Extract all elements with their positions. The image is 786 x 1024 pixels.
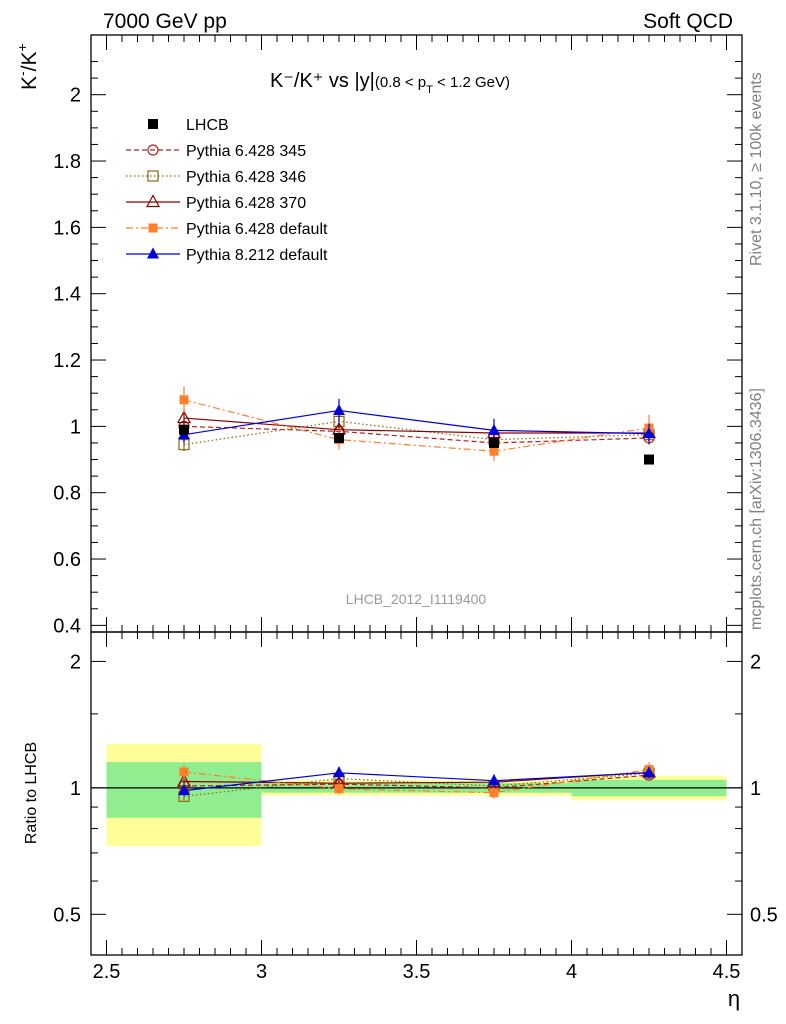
x-tick-label: 4.5 (713, 961, 741, 983)
ratio-point (643, 766, 655, 778)
y-tick-label: 1 (70, 416, 81, 438)
ratio-point (178, 784, 190, 796)
reference-point (179, 424, 189, 435)
ratio-series-line (183, 772, 650, 797)
ratio-tick-label-right: 0.5 (750, 904, 778, 926)
ratio-point (333, 766, 345, 778)
ylabel-sup2: + (14, 43, 30, 51)
ratio-plot-series (176, 762, 657, 802)
legend-entry: Pythia 8.212 default (126, 247, 328, 264)
ratio-tick-label: 2 (70, 651, 81, 673)
x-tick-label: 3.5 (403, 961, 431, 983)
ratio-series-line (183, 772, 650, 792)
header-category: Soft QCD (643, 10, 733, 33)
legend-label: Pythia 8.212 default (186, 247, 328, 264)
legend-marker (147, 170, 159, 182)
reference-point (644, 454, 654, 465)
ratio-tick-label-right: 1 (750, 778, 761, 800)
ylabel-mid: /K (18, 51, 41, 71)
y-tick-label: 1.8 (53, 151, 81, 173)
series-point (179, 395, 189, 405)
reference-point (334, 432, 344, 443)
ratio-y-label: Ratio to LHCB (23, 742, 40, 844)
ratio-series-line (183, 768, 650, 794)
x-tick-label: 2.5 (93, 961, 121, 983)
x-tick-label: 3 (256, 961, 267, 983)
title-note: (0.8 < p (375, 74, 426, 91)
legend-entry: Pythia 6.428 346 (126, 169, 306, 186)
ratio-point (489, 788, 499, 798)
legend-entry: Pythia 6.428 345 (126, 143, 306, 160)
series-point (488, 423, 500, 435)
x-axis-label: η (728, 986, 740, 1011)
ratio-point (179, 767, 189, 777)
ylabel-sup1: - (14, 71, 30, 76)
x-tick-label: 4 (566, 961, 577, 983)
y-tick-label: 1.6 (53, 217, 81, 239)
legend-marker (148, 223, 158, 233)
series-point (489, 446, 499, 456)
series-point (333, 403, 345, 415)
legend-entry: Pythia 6.428 default (126, 221, 328, 238)
mcplots-info: mcplots.cern.ch [arXiv:1306.3436] (748, 388, 765, 630)
ratio-tick-label: 0.5 (53, 904, 81, 926)
main-y-label: K-/K+ (14, 43, 41, 90)
ratio-series-line (183, 774, 650, 789)
legend-label: Pythia 6.428 default (186, 221, 328, 238)
legend-marker (147, 247, 159, 259)
main-plot-series (176, 386, 657, 462)
legend: LHCB Pythia 6.428 345 Pythia 6.428 346 Pyth… (126, 117, 328, 264)
legend-entry: LHCB (148, 117, 229, 134)
legend-label: Pythia 6.428 346 (186, 169, 306, 186)
legend-marker (145, 194, 161, 208)
ratio-plot-bands (106, 743, 727, 846)
ratio-point (488, 774, 500, 786)
ylabel-k1: K (18, 76, 41, 90)
legend-label: LHCB (186, 117, 229, 134)
plot-title: K⁻/K⁺ vs |y|(0.8 < pT < 1.2 GeV) (270, 70, 510, 96)
y-tick-label: 0.4 (53, 615, 81, 637)
series-line (183, 417, 649, 434)
y-tick-label: 1.4 (53, 284, 81, 306)
ratio-tick-label: 1 (70, 778, 81, 800)
reference-point (489, 437, 499, 448)
main-plot-reference (179, 424, 654, 465)
series-line (183, 409, 650, 436)
series-point (176, 410, 192, 424)
ratio-series-4 (178, 766, 655, 796)
y-tick-label: 1.2 (53, 350, 81, 372)
x-axis: 2.5 3 3.5 4 4.5 (90, 35, 743, 983)
y-tick-label: 2 (70, 85, 81, 107)
main-y-axis: 0.4 0.6 0.8 1 1.2 1.4 1.6 1.8 2 (53, 61, 742, 637)
y-tick-label: 0.8 (53, 483, 81, 505)
title-main: K⁻/K⁺ vs |y| (270, 70, 375, 92)
header-energy: 7000 GeV pp (103, 10, 227, 33)
ratio-point (334, 784, 344, 794)
legend-label: Pythia 6.428 370 (186, 195, 306, 212)
analysis-watermark: LHCB_2012_I1119400 (346, 591, 487, 607)
legend-label: Pythia 6.428 345 (186, 143, 306, 160)
y-tick-label: 0.6 (53, 549, 81, 571)
title-note-sub: T (426, 84, 433, 96)
title-note-end: < 1.2 GeV) (433, 74, 510, 91)
legend-marker (148, 119, 158, 129)
ratio-y-axis: 0.5 0.5 1 1 2 2 (53, 651, 778, 956)
rivet-info: Rivet 3.1.10, ≥ 100k events (748, 72, 765, 266)
ratio-tick-label-right: 2 (750, 651, 761, 673)
series-line (183, 425, 650, 444)
legend-entry: Pythia 6.428 370 (126, 194, 306, 212)
series-line (183, 399, 650, 452)
series-point (643, 427, 655, 439)
legend-marker (147, 144, 159, 156)
